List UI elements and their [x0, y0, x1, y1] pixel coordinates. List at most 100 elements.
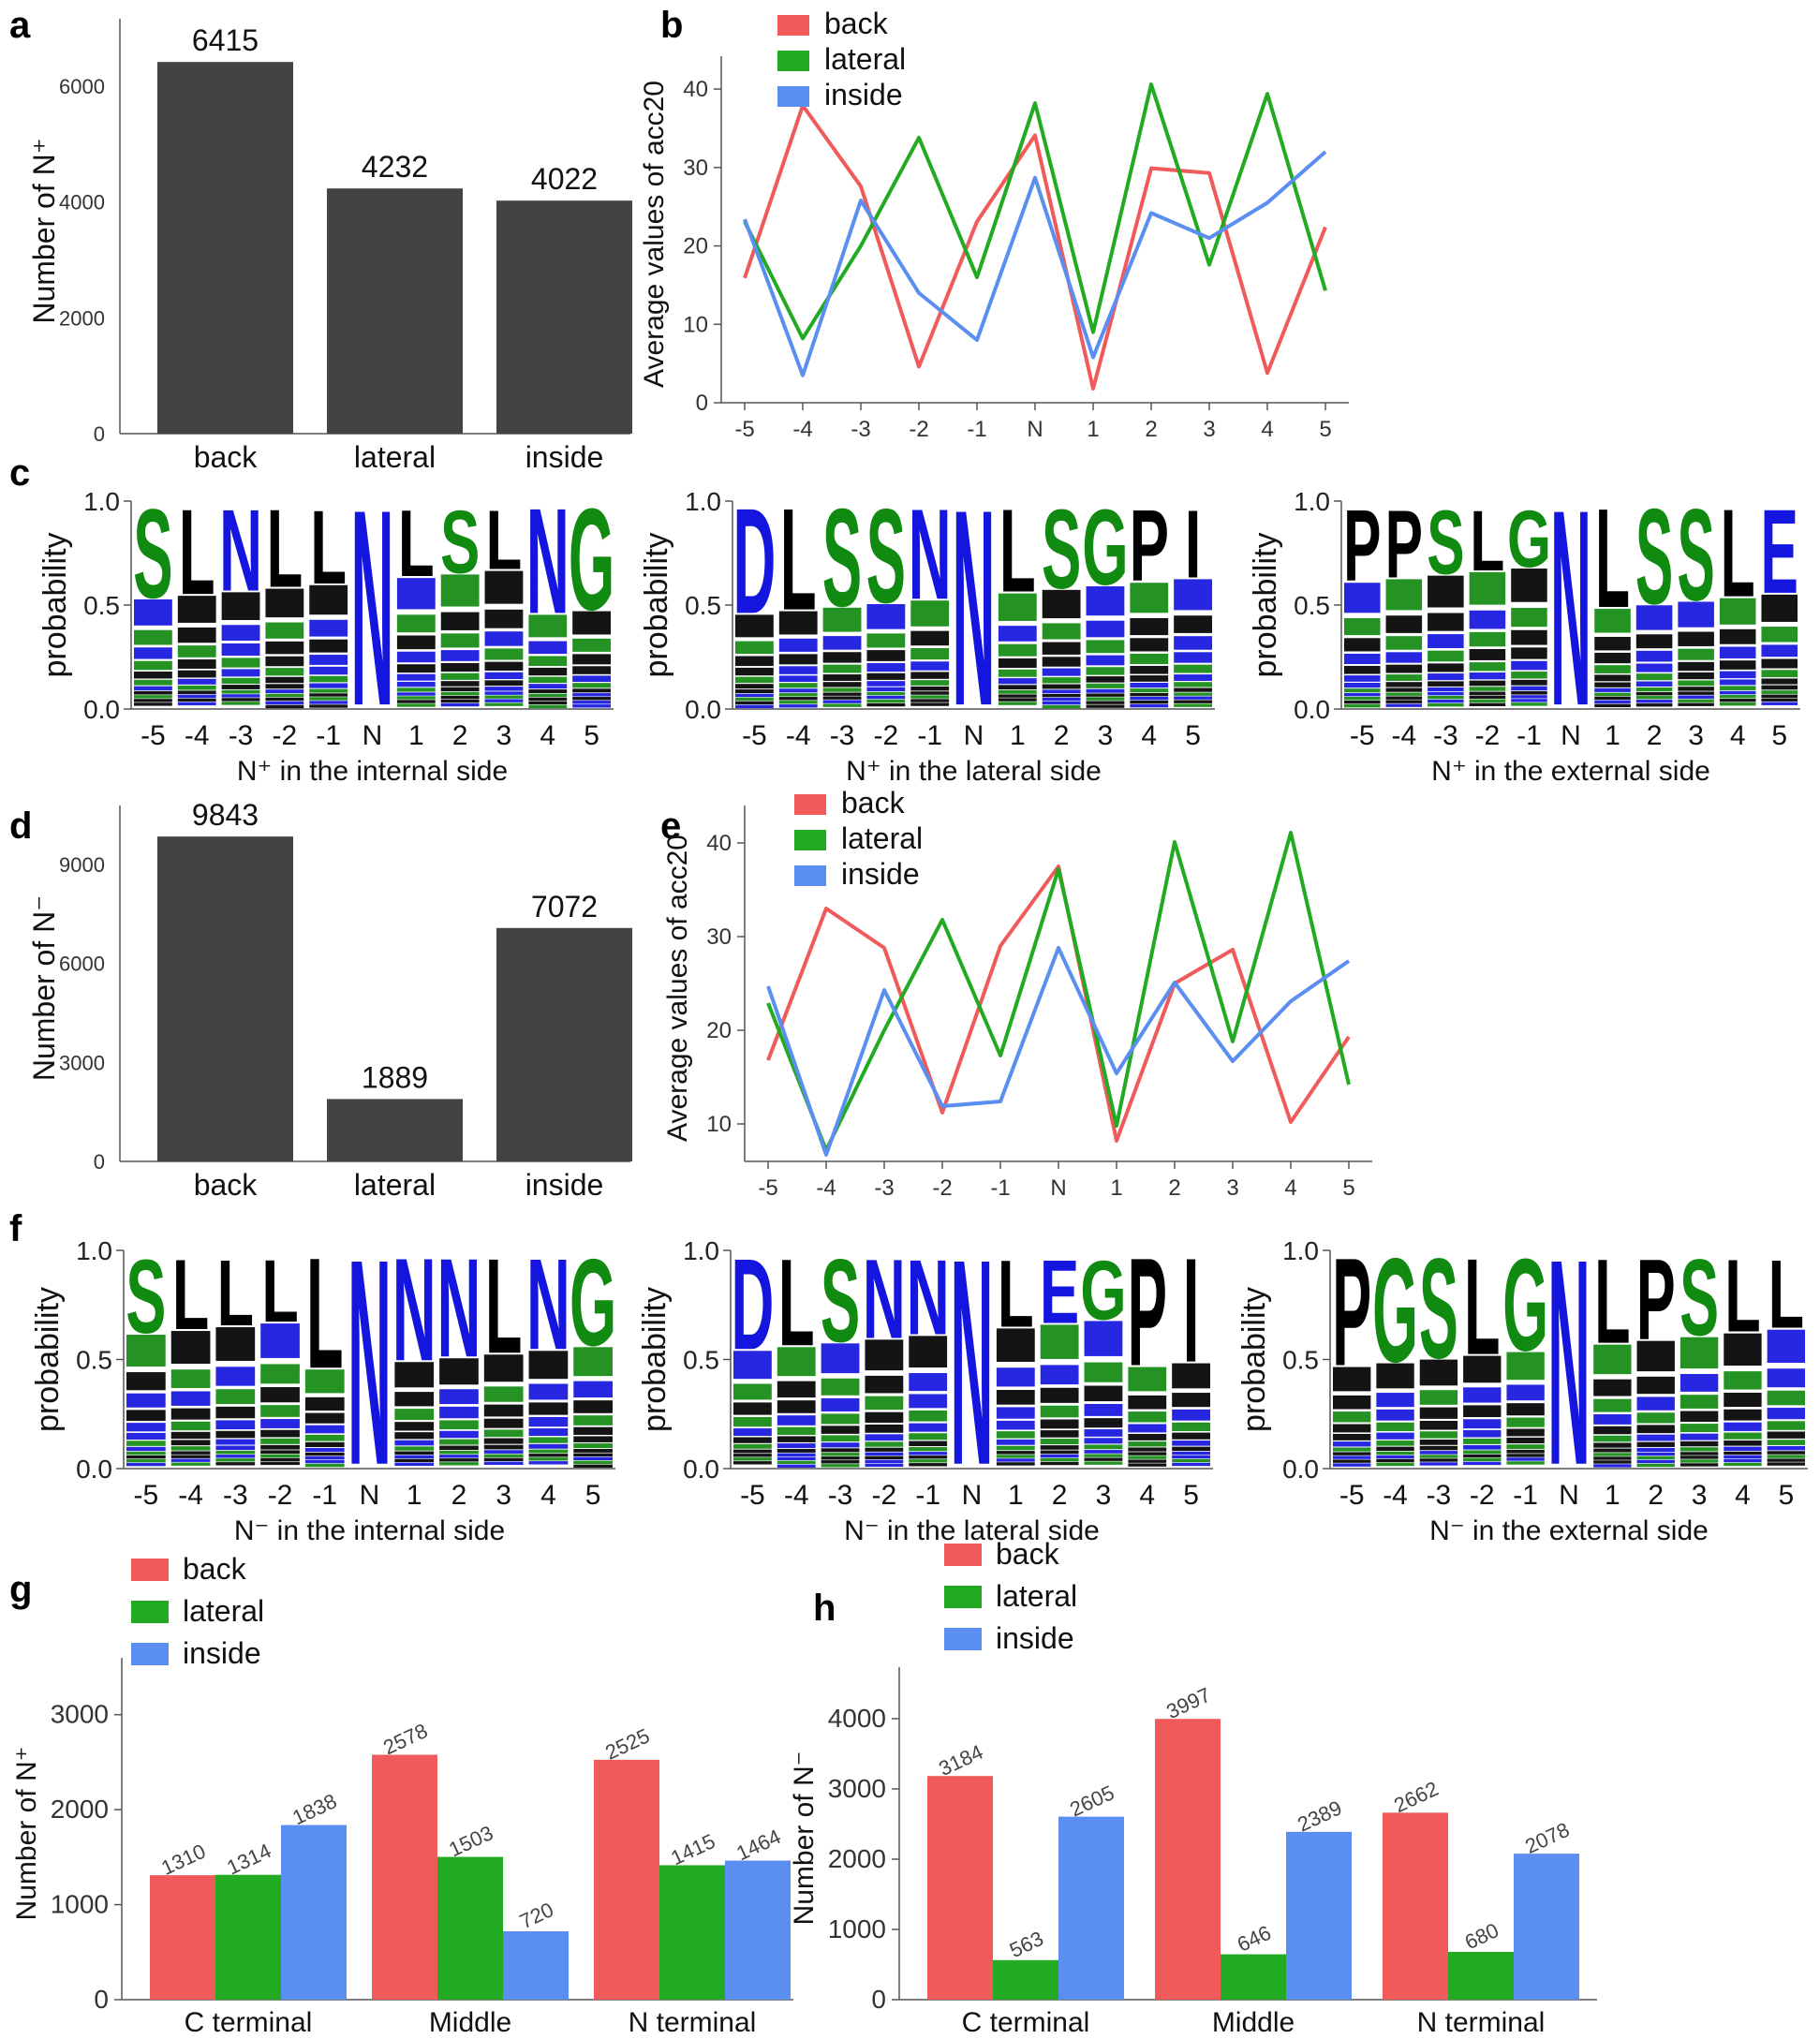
logo-stack-glyph: [260, 1429, 300, 1438]
logo-stack-glyph: [1635, 700, 1673, 703]
logo-stack-glyph: [1635, 650, 1673, 662]
logo-stack-glyph: [777, 1460, 816, 1464]
logo-stack-glyph: [1172, 1441, 1210, 1446]
logo-stack-glyph: [1594, 696, 1631, 701]
y-tick-label: 0: [94, 1985, 109, 2014]
logo-stack-glyph: [735, 614, 774, 638]
logo-stack-glyph: [1463, 1444, 1502, 1450]
logo-stack-glyph: [1385, 674, 1423, 681]
logo-stack-glyph: [177, 627, 216, 643]
logo-stack-glyph: [265, 701, 304, 705]
x-tick-label: -2: [273, 720, 298, 751]
logo-stack-glyph: [528, 689, 568, 693]
logo-stack-glyph: [865, 1424, 904, 1433]
logo-stack-glyph: [170, 1431, 211, 1440]
logo-stack-glyph: [439, 1389, 479, 1405]
logo-stack-glyph: [1679, 1373, 1719, 1392]
logo-stack-glyph: [134, 691, 172, 695]
bar-chart-a: 0 2000 4000 6000 6415 back 4232 lateral 4022 insi…: [27, 19, 632, 474]
logo-stack-glyph: [1719, 686, 1756, 691]
logo-stack-glyph: [822, 682, 862, 687]
y-axis-label: Number of N⁻: [789, 1751, 820, 1926]
logo-stack-glyph: [396, 681, 436, 687]
logo-stack-glyph: [309, 584, 348, 615]
legend-swatch-lateral: [944, 1586, 982, 1608]
grouped-bar-chart-h: 0 1000 2000 3000 4000 3184 563 2605 C terminal 39…: [789, 1537, 1597, 2038]
logo-stack-glyph: [996, 1458, 1035, 1462]
y-tick-label: 4000: [59, 191, 105, 214]
logo-stack-glyph: [1761, 670, 1798, 678]
logo-stack-glyph: [1511, 691, 1547, 695]
logo-stack-glyph: [134, 647, 172, 659]
logo-stack-glyph: [1040, 1405, 1079, 1418]
logo-stack-glyph: [260, 1323, 300, 1358]
y-tick-label: 2000: [59, 306, 105, 330]
logo-stack-glyph: [1506, 1428, 1545, 1437]
logo-stack-glyph: [1724, 1458, 1762, 1463]
logo-stack-glyph: [1594, 665, 1631, 673]
logo-stack-glyph: [1040, 1365, 1079, 1385]
y-axis-label: Number of N⁺: [11, 1747, 42, 1921]
logo-stack-glyph: [733, 1428, 772, 1437]
logo-stack-glyph: [440, 650, 480, 661]
logo-stack-glyph: [1719, 699, 1756, 702]
panel-letter-g: g: [9, 1569, 32, 1610]
x-tick-label: lateral: [354, 1168, 436, 1202]
series-line-lateral: [743, 82, 1327, 341]
logo-stack-glyph: [484, 702, 524, 706]
logo-stack-glyph: [221, 592, 260, 621]
logo-stack-glyph: [572, 693, 611, 697]
logo-stack-glyph: [394, 1409, 435, 1421]
y-tick-label: 0.5: [685, 591, 721, 620]
logo-stack-glyph: [1635, 634, 1673, 649]
logo-stack-glyph: [1174, 687, 1212, 692]
logo-stack-glyph: [572, 701, 611, 704]
logo-stack-glyph: [1678, 648, 1714, 660]
logo-stack-glyph: [1333, 1455, 1371, 1459]
logo-stack-glyph: [1719, 646, 1756, 658]
logo-stack-glyph: [1469, 571, 1506, 605]
logo-stack-glyph: [1761, 644, 1798, 658]
logo-stack-glyph: [309, 693, 348, 697]
panel-letter-c: c: [9, 452, 30, 494]
logo-stack-glyph: [528, 614, 568, 638]
logo-stack-glyph: [1376, 1458, 1414, 1463]
logo-stack-glyph: [265, 668, 304, 676]
logo-stack-glyph: [1724, 1409, 1762, 1421]
logo-stack-glyph: [134, 629, 172, 645]
x-tick-label: 5: [585, 1480, 601, 1511]
logo-stack-glyph: [484, 648, 524, 660]
logo-stack-glyph: [1428, 702, 1464, 707]
logo-stack-glyph: [572, 611, 611, 635]
logo-stack-glyph: [1761, 694, 1798, 698]
logo-stack-glyph: [215, 1430, 256, 1439]
y-axis-label: probability: [37, 533, 73, 678]
logo-stack-glyph: [483, 1454, 524, 1458]
bar-back: [150, 1875, 215, 2000]
logo-stack-glyph: [1042, 642, 1081, 655]
logo-stack-glyph: [1463, 1438, 1502, 1444]
x-tick-label: 1: [1605, 1480, 1620, 1511]
logo-stack-glyph: [866, 702, 906, 707]
logo-stack-glyph: [177, 645, 216, 658]
logo-stack-glyph: [1593, 1435, 1632, 1442]
x-tick-label: -5: [1339, 1480, 1365, 1511]
logo-stack-glyph: [733, 1402, 772, 1415]
x-tick-label: -3: [830, 720, 855, 751]
logo-stack-glyph: [304, 1412, 345, 1424]
logo-stack-glyph: [1469, 631, 1506, 647]
logo-stack-glyph: [1130, 696, 1169, 701]
logo-stack-glyph: [394, 1362, 435, 1388]
logo-stack-glyph: [1719, 628, 1756, 644]
logo-stack-glyph: [440, 574, 480, 607]
logo-stack-glyph: [1678, 691, 1714, 695]
logo-stack-glyph: [1128, 1447, 1167, 1452]
logo-stack-glyph: [910, 695, 950, 699]
bar-lateral: [1221, 1954, 1286, 2000]
x-tick-label: 2: [1648, 1480, 1664, 1511]
logo-stack-glyph: [1385, 687, 1423, 692]
x-tick-label: 1: [1010, 720, 1026, 751]
logo-stack-glyph: [1724, 1432, 1762, 1440]
logo-stack-glyph: [1767, 1431, 1805, 1439]
logo-stack-glyph: [1344, 682, 1381, 688]
